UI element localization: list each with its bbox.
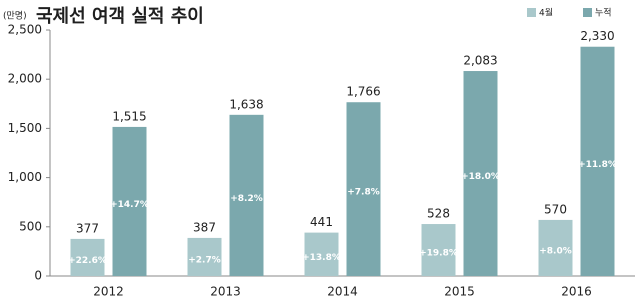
value-label: 2,330 xyxy=(580,29,614,43)
legend-label: 4월 xyxy=(539,7,553,19)
bar xyxy=(304,232,339,276)
value-label: 2,083 xyxy=(463,54,497,68)
y-tick-label: 1,000 xyxy=(8,170,42,184)
x-tick-label: 2016 xyxy=(561,285,592,299)
x-tick-label: 2012 xyxy=(93,285,124,299)
value-label: 377 xyxy=(76,221,99,235)
growth-label: +18.0% xyxy=(461,172,500,182)
growth-label: +7.8% xyxy=(347,188,380,198)
growth-label: +11.8% xyxy=(578,160,617,170)
bar xyxy=(112,126,147,276)
y-tick-label: 0 xyxy=(34,269,42,283)
bar xyxy=(229,114,264,276)
legend-label: 누적 xyxy=(595,7,612,19)
x-tick-label: 2014 xyxy=(327,285,358,299)
y-tick-label: 2,500 xyxy=(8,23,42,37)
value-label: 570 xyxy=(544,202,567,216)
value-label: 387 xyxy=(193,220,216,234)
y-tick-label: 500 xyxy=(19,219,42,233)
growth-label: +13.8% xyxy=(302,253,341,263)
growth-label: +14.7% xyxy=(110,200,149,210)
bar xyxy=(538,219,573,276)
bar xyxy=(463,71,498,276)
bar xyxy=(346,102,381,276)
legend-swatch xyxy=(527,8,536,17)
bar xyxy=(187,237,222,276)
growth-label: +8.0% xyxy=(539,246,572,256)
unit-label: (만명) xyxy=(3,11,27,22)
chart-title: 국제선 여객 실적 추이 xyxy=(36,6,204,27)
value-label: 441 xyxy=(310,215,333,229)
bar xyxy=(421,224,456,276)
value-label: 1,515 xyxy=(112,109,146,123)
value-label: 1,638 xyxy=(229,97,263,111)
bar xyxy=(70,238,105,276)
value-label: 1,766 xyxy=(346,85,380,99)
x-tick-label: 2013 xyxy=(210,285,241,299)
growth-label: +2.7% xyxy=(188,255,221,265)
legend-swatch xyxy=(583,8,592,17)
bar xyxy=(580,46,615,277)
y-tick-label: 2,000 xyxy=(8,72,42,86)
growth-label: +19.8% xyxy=(419,249,458,259)
x-tick-label: 2015 xyxy=(444,285,475,299)
value-label: 528 xyxy=(427,207,450,221)
growth-label: +8.2% xyxy=(230,194,263,204)
y-tick-label: 1,500 xyxy=(8,121,42,135)
growth-label: +22.6% xyxy=(68,256,107,266)
